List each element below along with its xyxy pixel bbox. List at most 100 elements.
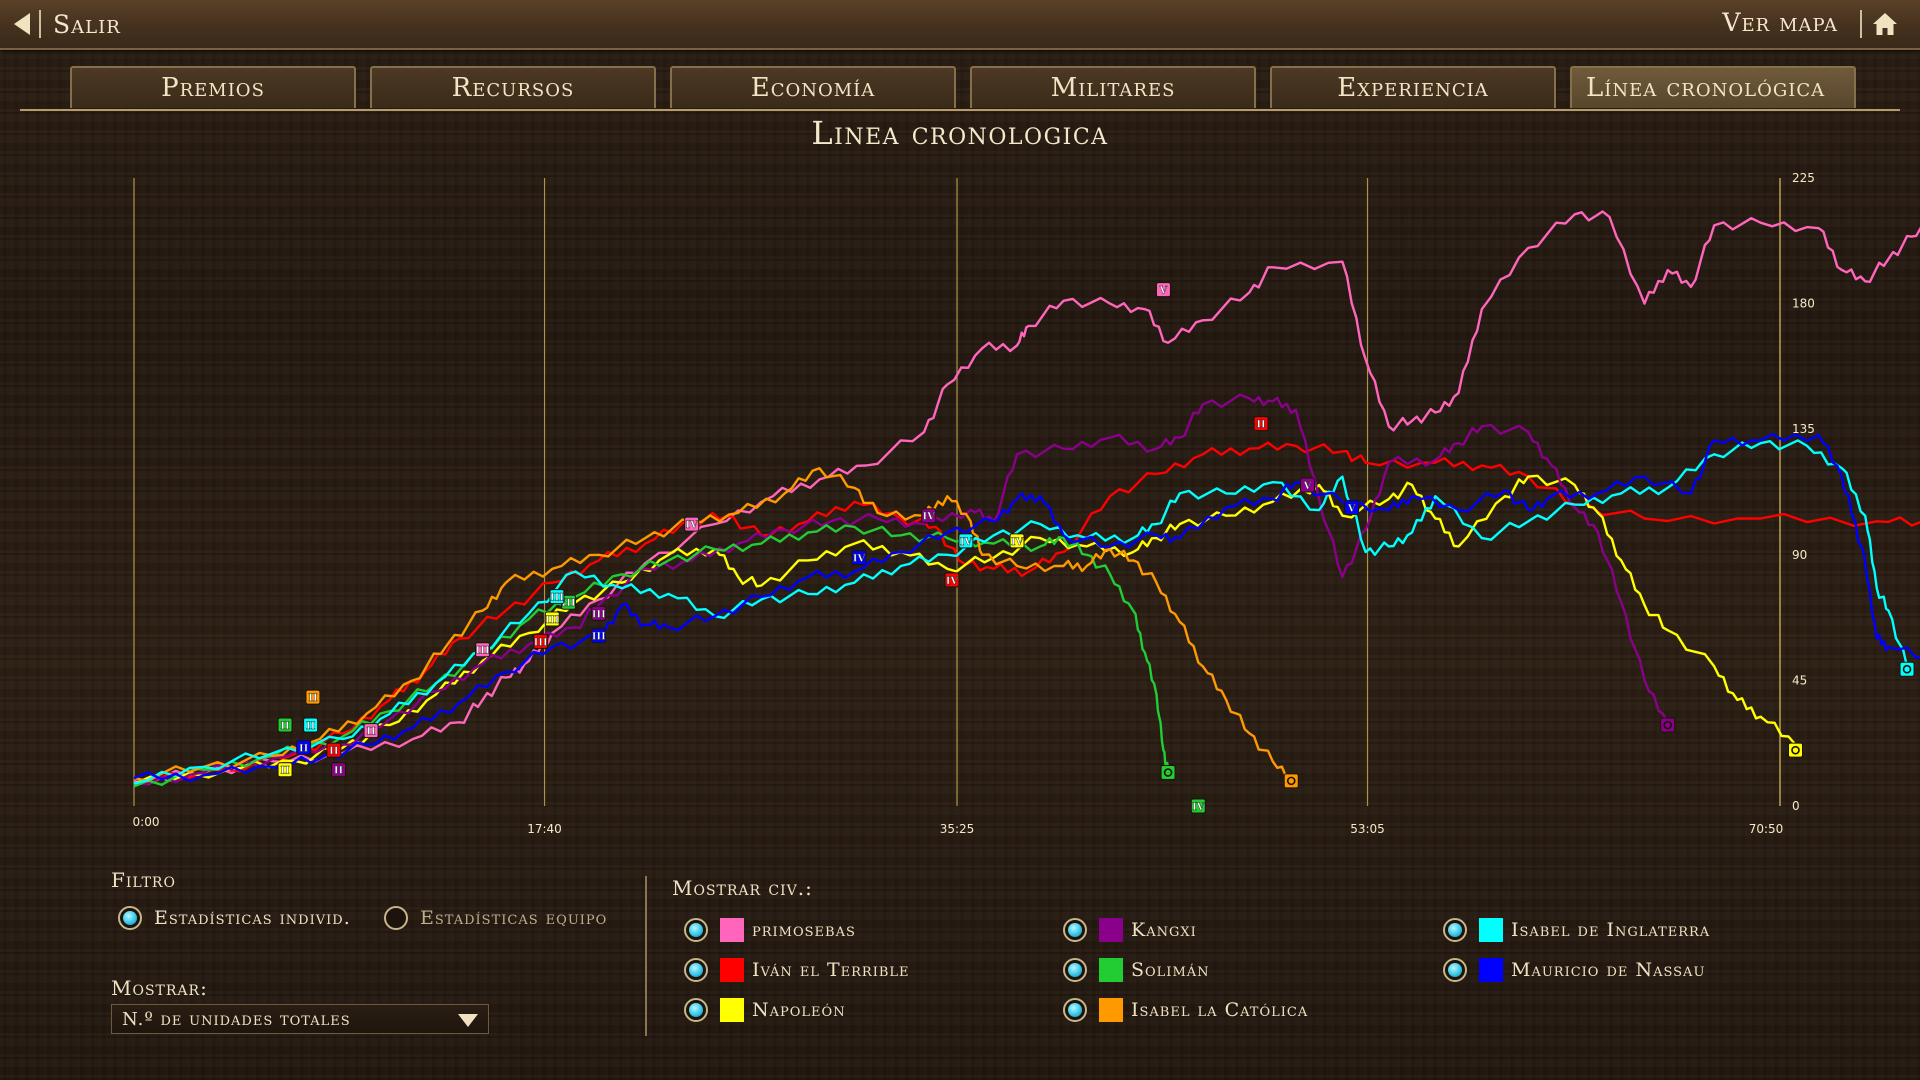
age-marker bbox=[330, 762, 346, 778]
civ-color-swatch bbox=[1099, 998, 1123, 1022]
tab-label: Militares bbox=[1050, 73, 1176, 103]
age-marker-label: IV bbox=[1192, 802, 1205, 813]
civ-toggle-primosebas[interactable]: primosebas bbox=[684, 918, 856, 942]
age-marker bbox=[326, 742, 342, 758]
y-tick-label: 0 bbox=[1792, 799, 1800, 813]
y-tick-label: 90 bbox=[1792, 548, 1807, 562]
tab-label: Economía bbox=[750, 73, 876, 103]
age-marker-label: IV bbox=[960, 537, 973, 548]
civ-color-swatch bbox=[1099, 958, 1123, 982]
age-marker bbox=[1155, 282, 1171, 298]
series-line bbox=[133, 433, 1920, 783]
series-line bbox=[133, 210, 1920, 786]
home-icon[interactable] bbox=[1872, 11, 1898, 37]
age-marker bbox=[533, 633, 549, 649]
timeline-chart: 0:00 17:40 35:25 53:05 70:50 0 45 90 135 180 225 V I… bbox=[133, 171, 1920, 836]
age-marker-label: II bbox=[280, 766, 290, 777]
back-label: Salir bbox=[53, 9, 121, 39]
skull-icon bbox=[1286, 776, 1296, 786]
tab-economia[interactable]: Economía bbox=[670, 66, 956, 108]
tab-linea-cronologica[interactable]: Línea cronológica bbox=[1570, 66, 1856, 108]
age-marker-label: II bbox=[306, 721, 316, 732]
tab-premios[interactable]: Premios bbox=[70, 66, 356, 108]
age-marker-label: II bbox=[334, 766, 344, 777]
home-divider bbox=[1860, 10, 1862, 38]
age-marker bbox=[1300, 477, 1316, 493]
civ-toggle-ivan[interactable]: Iván el Terrible bbox=[684, 958, 910, 982]
age-marker bbox=[1344, 499, 1360, 515]
age-marker bbox=[851, 550, 867, 566]
civ-enabled-icon bbox=[684, 998, 708, 1022]
civ-toggle-kangxi[interactable]: Kangxi bbox=[1063, 918, 1197, 942]
tab-experiencia[interactable]: Experiencia bbox=[1270, 66, 1556, 108]
age-marker bbox=[921, 508, 937, 524]
x-tick-label: 0:00 bbox=[133, 815, 160, 829]
civ-toggle-isabel-catolica[interactable]: Isabel la Católica bbox=[1063, 998, 1308, 1022]
x-tick-label: 53:05 bbox=[1350, 822, 1385, 836]
end-marker-icon bbox=[1660, 717, 1676, 733]
skull-icon bbox=[1163, 768, 1173, 777]
show-title: Mostrar: bbox=[111, 976, 208, 1000]
show-dropdown[interactable]: N.º de unidades totales bbox=[111, 1004, 489, 1034]
age-marker bbox=[591, 628, 607, 644]
age-marker-label: II bbox=[299, 743, 309, 754]
series-line bbox=[133, 393, 1669, 786]
x-tick-label: 70:50 bbox=[1749, 822, 1784, 836]
series-line bbox=[133, 441, 1920, 785]
age-marker-label: IV bbox=[946, 576, 959, 587]
civ-toggle-isabel-inglaterra[interactable]: Isabel de Inglaterra bbox=[1443, 918, 1710, 942]
age-marker-label: IV bbox=[1011, 537, 1024, 548]
age-marker bbox=[1253, 416, 1269, 432]
age-marker bbox=[277, 717, 293, 733]
civ-toggle-napoleon[interactable]: Napoleón bbox=[684, 998, 846, 1022]
filter-individual-option[interactable]: Estadísticas individ. bbox=[118, 906, 351, 930]
stats-tabs: Premios Recursos Economía Militares Expe… bbox=[70, 66, 1860, 110]
civ-name: primosebas bbox=[752, 919, 856, 941]
civ-name: Napoleón bbox=[752, 999, 846, 1021]
age-marker bbox=[549, 589, 565, 605]
age-marker bbox=[544, 611, 560, 627]
age-marker bbox=[305, 689, 321, 705]
civ-name: Kangxi bbox=[1131, 919, 1197, 941]
age-marker-label: V bbox=[1347, 503, 1356, 514]
age-marker-label: III bbox=[592, 609, 606, 620]
age-marker bbox=[944, 572, 960, 588]
back-button[interactable]: Salir bbox=[14, 8, 121, 40]
age-marker-label: II bbox=[329, 746, 339, 757]
civ-color-swatch bbox=[720, 998, 744, 1022]
civ-color-swatch bbox=[720, 918, 744, 942]
view-map-button[interactable]: Ver mapa bbox=[1722, 8, 1838, 37]
filter-team-option[interactable]: Estadísticas equipo bbox=[384, 906, 607, 930]
end-marker-icon bbox=[1899, 661, 1915, 677]
tab-label: Experiencia bbox=[1337, 73, 1489, 103]
civ-title: Mostrar civ.: bbox=[672, 876, 813, 900]
show-dropdown-value: N.º de unidades totales bbox=[122, 1008, 351, 1030]
age-marker-label: II bbox=[280, 721, 290, 732]
y-tick-label: 225 bbox=[1792, 171, 1815, 185]
age-marker bbox=[363, 723, 379, 739]
dropdown-arrow-icon bbox=[458, 1014, 478, 1027]
age-marker-label: III bbox=[476, 646, 490, 657]
filter-title: Filtro bbox=[111, 868, 176, 892]
civ-toggle-soliman[interactable]: Solimán bbox=[1063, 958, 1210, 982]
age-marker-label: III bbox=[562, 598, 576, 609]
civ-name: Isabel de Inglaterra bbox=[1511, 919, 1711, 941]
age-marker bbox=[303, 717, 319, 733]
age-marker bbox=[591, 605, 607, 621]
back-divider bbox=[39, 10, 41, 38]
tab-recursos[interactable]: Recursos bbox=[370, 66, 656, 108]
age-marker bbox=[958, 533, 974, 549]
page-title: Linea cronologica bbox=[811, 114, 1109, 152]
filter-individual-label: Estadísticas individ. bbox=[154, 907, 351, 929]
civ-toggle-mauricio-nassau[interactable]: Mauricio de Nassau bbox=[1443, 958, 1705, 982]
civ-color-swatch bbox=[1479, 958, 1503, 982]
civ-enabled-icon bbox=[1443, 958, 1467, 982]
end-marker-icon bbox=[1283, 773, 1299, 789]
civ-name: Solimán bbox=[1131, 959, 1210, 981]
y-tick-label: 180 bbox=[1792, 297, 1815, 311]
end-marker-icon bbox=[1787, 742, 1803, 758]
age-marker bbox=[296, 739, 312, 755]
age-marker bbox=[684, 516, 700, 532]
tab-militares[interactable]: Militares bbox=[970, 66, 1256, 108]
civ-name: Iván el Terrible bbox=[752, 959, 910, 981]
